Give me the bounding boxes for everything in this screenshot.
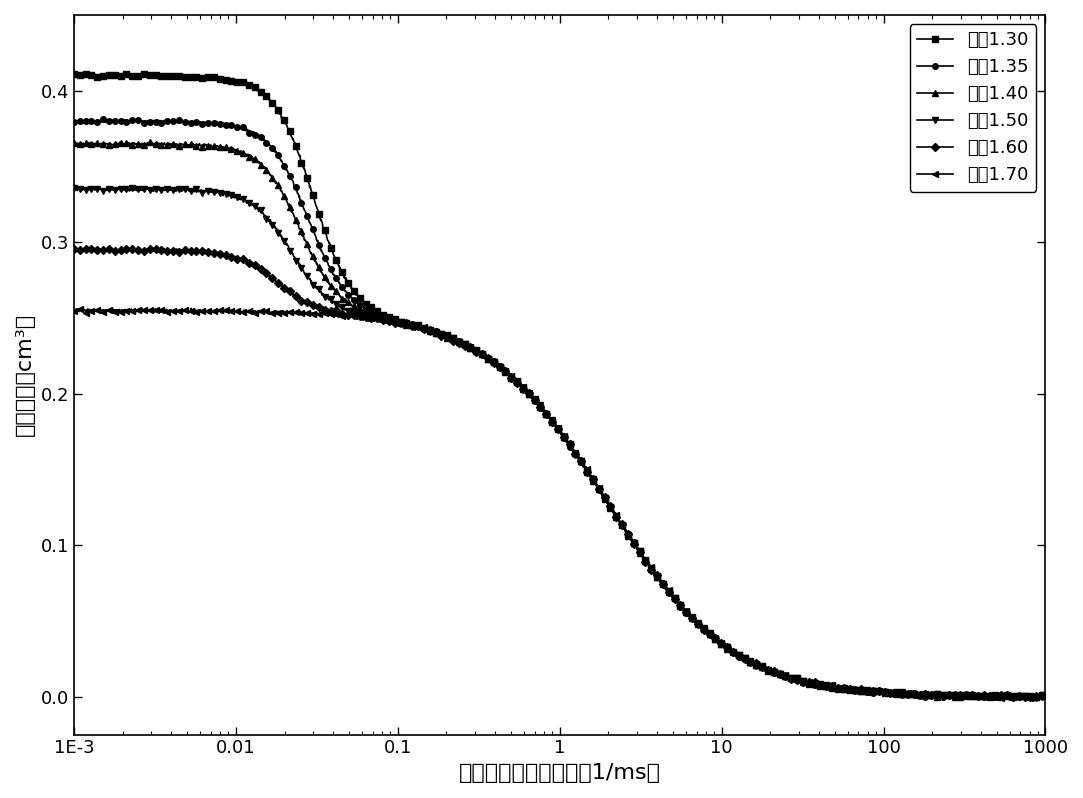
干密1.35 xyxy=(833,684,846,693)
干密1.60 xyxy=(540,411,553,421)
干密1.30 xyxy=(540,409,553,418)
干密1.35 xyxy=(540,410,553,420)
干密1.30 xyxy=(1039,693,1052,702)
干密1.50 xyxy=(106,183,119,192)
干密1.40 xyxy=(514,381,527,390)
干密1.60 xyxy=(117,244,130,254)
X-axis label: 横向弛豟时间的倒数（1/ms）: 横向弛豟时间的倒数（1/ms） xyxy=(459,763,661,783)
干密1.35 xyxy=(1012,691,1025,701)
干密1.50 xyxy=(1039,692,1052,701)
干密1.40 xyxy=(833,683,846,693)
干密1.30 xyxy=(833,682,846,692)
干密1.60 xyxy=(1012,692,1025,701)
干密1.40 xyxy=(540,409,553,418)
干密1.35 xyxy=(96,114,109,124)
干密1.70 xyxy=(117,306,130,315)
干密1.30 xyxy=(1016,693,1029,703)
干密1.40 xyxy=(1031,693,1044,703)
干密1.30 xyxy=(1012,691,1025,701)
干密1.70 xyxy=(540,410,553,420)
干密1.70 xyxy=(1039,691,1052,701)
Y-axis label: 累计体积（cm³）: 累计体积（cm³） xyxy=(15,314,35,437)
干密1.50 xyxy=(117,184,130,194)
干密1.50 xyxy=(67,183,80,192)
Line: 干密1.35: 干密1.35 xyxy=(71,117,1048,701)
干密1.70 xyxy=(1012,691,1025,701)
干密1.30 xyxy=(514,382,527,392)
干密1.40 xyxy=(114,137,127,147)
干密1.35 xyxy=(1039,692,1052,701)
干密1.35 xyxy=(1012,691,1025,701)
干密1.70 xyxy=(833,681,846,691)
干密1.50 xyxy=(1030,693,1043,703)
Legend: 干密1.30, 干密1.35, 干密1.40, 干密1.50, 干密1.60, 干密1.70: 干密1.30, 干密1.35, 干密1.40, 干密1.50, 干密1.60, … xyxy=(910,24,1036,192)
干密1.30 xyxy=(117,70,130,80)
干密1.70 xyxy=(1010,691,1023,701)
干密1.60 xyxy=(966,693,979,702)
干密1.50 xyxy=(1010,692,1023,701)
干密1.40 xyxy=(117,139,130,148)
Line: 干密1.30: 干密1.30 xyxy=(71,71,1048,701)
干密1.30 xyxy=(67,69,80,79)
Line: 干密1.60: 干密1.60 xyxy=(71,245,1048,701)
干密1.70 xyxy=(1023,693,1036,703)
Line: 干密1.70: 干密1.70 xyxy=(71,306,1048,701)
干密1.60 xyxy=(833,683,846,693)
干密1.70 xyxy=(67,306,80,315)
干密1.50 xyxy=(1012,691,1025,701)
干密1.40 xyxy=(1012,692,1025,701)
干密1.35 xyxy=(67,117,80,127)
干密1.30 xyxy=(1010,690,1023,700)
干密1.50 xyxy=(514,381,527,390)
干密1.60 xyxy=(127,243,140,252)
干密1.30 xyxy=(79,69,92,79)
干密1.35 xyxy=(514,380,527,389)
干密1.60 xyxy=(67,244,80,254)
干密1.60 xyxy=(1039,690,1052,700)
干密1.35 xyxy=(117,117,130,127)
干密1.60 xyxy=(1012,693,1025,702)
干密1.50 xyxy=(833,682,846,692)
干密1.35 xyxy=(1002,693,1015,702)
干密1.70 xyxy=(184,303,197,313)
干密1.70 xyxy=(514,381,527,390)
干密1.50 xyxy=(540,410,553,420)
干密1.60 xyxy=(514,381,527,390)
干密1.40 xyxy=(1039,691,1052,701)
干密1.40 xyxy=(67,139,80,148)
干密1.40 xyxy=(1010,691,1023,701)
Line: 干密1.40: 干密1.40 xyxy=(71,140,1048,701)
Line: 干密1.50: 干密1.50 xyxy=(71,184,1048,701)
